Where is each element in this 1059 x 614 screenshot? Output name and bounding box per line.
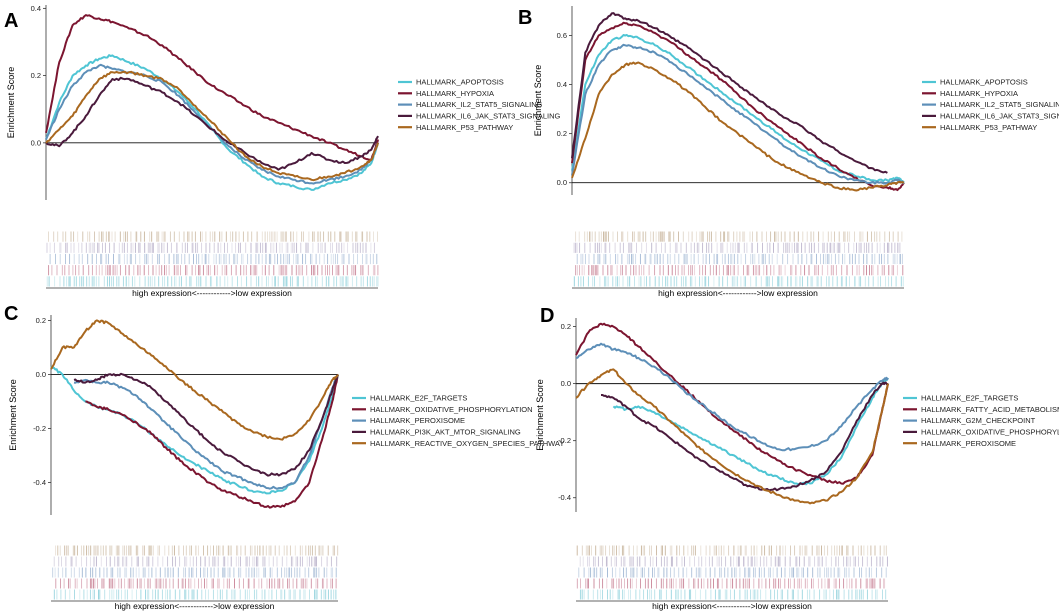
legend-label: HALLMARK_IL6_JAK_STAT3_SIGNALING <box>416 112 561 121</box>
panel-letter: D <box>540 305 554 327</box>
gene-hit-barcode <box>576 545 888 600</box>
series-line <box>45 76 379 171</box>
series-line <box>571 61 905 192</box>
series-line <box>571 34 905 184</box>
series-line <box>571 43 905 185</box>
y-tick-label: -0.4 <box>33 478 46 487</box>
legend-label: HALLMARK_REACTIVE_OXYGEN_SPECIES_PATHWAY <box>370 439 564 448</box>
legend-label: HALLMARK_APOPTOSIS <box>416 78 504 87</box>
legend-label: HALLMARK_FATTY_ACID_METABOLISM <box>921 405 1059 414</box>
series-line <box>571 12 888 174</box>
y-tick-label: 0.2 <box>557 129 567 138</box>
y-tick-label: -0.4 <box>558 493 571 502</box>
y-tick-label: -0.2 <box>33 424 46 433</box>
y-tick-label: 0.0 <box>31 138 41 147</box>
y-tick-label: 0.0 <box>36 370 46 379</box>
series-line <box>73 374 339 490</box>
panel-letter: A <box>4 10 18 32</box>
legend-label: HALLMARK_HYPOXIA <box>416 89 494 98</box>
y-axis-label: Enrichment Score <box>533 65 543 137</box>
gene-hit-barcode <box>46 231 379 287</box>
y-tick-label: 0.2 <box>561 322 571 331</box>
x-axis-caption: high expression<------------>low express… <box>115 601 275 611</box>
series-line <box>50 365 339 495</box>
legend-label: HALLMARK_E2F_TARGETS <box>370 394 467 403</box>
legend-label: HALLMARK_P53_PATHWAY <box>416 123 513 132</box>
y-axis-label: Enrichment Score <box>535 379 545 451</box>
y-tick-label: 0.4 <box>31 4 41 13</box>
x-axis-caption: high expression<------------>low express… <box>132 288 292 298</box>
y-tick-label: -0.2 <box>558 436 571 445</box>
panel-C: C Enrichment Score -0.4 -0.2 0.0 0.2 HALLMARK_… <box>4 303 564 611</box>
legend-label: HALLMARK_E2F_TARGETS <box>921 394 1018 403</box>
y-tick-label: 0.4 <box>557 80 567 89</box>
series-line <box>50 319 339 441</box>
gene-hit-barcode <box>52 545 339 600</box>
series-line <box>575 368 889 505</box>
series-line <box>85 374 339 509</box>
panel-letter: B <box>518 7 532 29</box>
legend-label: HALLMARK_P53_PATHWAY <box>940 123 1037 132</box>
series-line <box>73 372 339 477</box>
y-tick-label: 0.0 <box>561 379 571 388</box>
gene-hit-barcode <box>573 231 904 287</box>
panel-B: B Enrichment Score 0.0 0.2 0.4 0.6 HALLMARK_AP… <box>518 6 1059 298</box>
legend-label: HALLMARK_OXIDATIVE_PHOSPHORYLATION <box>921 428 1059 437</box>
legend-label: HALLMARK_IL2_STAT5_SIGNALING <box>416 100 543 109</box>
legend-label: HALLMARK_G2M_CHECKPOINT <box>921 416 1036 425</box>
y-tick-label: 0.0 <box>557 178 567 187</box>
legend-label: HALLMARK_APOPTOSIS <box>940 78 1028 87</box>
series-line <box>575 342 889 452</box>
y-tick-label: 0.6 <box>557 31 567 40</box>
y-axis-label: Enrichment Score <box>6 67 16 139</box>
series-line <box>571 21 905 192</box>
legend-label: HALLMARK_PEROXISOME <box>921 439 1016 448</box>
panel-A: A Enrichment Score 0.0 0.2 0.4 HALLMARK_APOPT… <box>4 4 561 298</box>
panel-letter: C <box>4 303 18 325</box>
legend-label: HALLMARK_OXIDATIVE_PHOSPHORYLATION <box>370 405 533 414</box>
series-line <box>601 381 889 492</box>
series-line <box>45 70 379 182</box>
legend-label: HALLMARK_IL6_JAK_STAT3_SIGNALING <box>940 112 1059 121</box>
series-line <box>45 14 379 161</box>
panel-D: D Enrichment Score -0.4 -0.2 0.0 0.2 HALLMARK_… <box>535 305 1059 611</box>
series-line <box>612 377 889 486</box>
legend-label: HALLMARK_PI3K_AKT_MTOR_SIGNALING <box>370 428 521 437</box>
y-tick-label: 0.2 <box>36 316 46 325</box>
legend-label: HALLMARK_IL2_STAT5_SIGNALING <box>940 100 1059 109</box>
legend-label: HALLMARK_HYPOXIA <box>940 89 1018 98</box>
legend-label: HALLMARK_PEROXISOME <box>370 416 465 425</box>
series-line <box>575 322 889 485</box>
y-tick-label: 0.2 <box>31 71 41 80</box>
x-axis-caption: high expression<------------>low express… <box>652 601 812 611</box>
x-axis-caption: high expression<------------>low express… <box>658 288 818 298</box>
y-axis-label: Enrichment Score <box>8 379 18 451</box>
